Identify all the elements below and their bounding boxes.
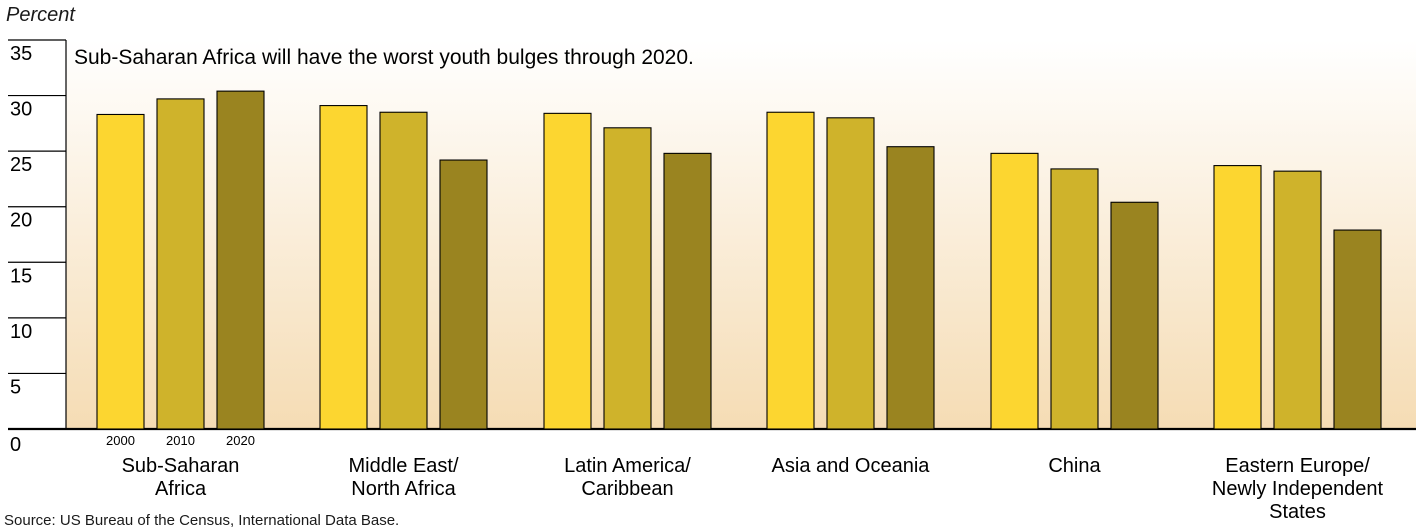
bar-2010-0 bbox=[156, 98, 205, 430]
bar-2000-1 bbox=[319, 105, 368, 430]
category-label: China bbox=[1048, 455, 1101, 477]
y-tick-label: 10 bbox=[10, 321, 32, 343]
category-label: Asia and Oceania bbox=[772, 455, 931, 477]
category-labels: Sub-Saharan Africa Middle East/North Afric… bbox=[122, 455, 1384, 523]
series-label-2010: 2010 bbox=[166, 433, 195, 448]
y-tick-label: 0 bbox=[10, 434, 21, 456]
series-labels: 2000 2010 2020 bbox=[106, 433, 255, 448]
category-label: Middle East/North Africa bbox=[348, 455, 458, 500]
bar-2020-4 bbox=[1110, 201, 1159, 430]
category-label: Latin America/Caribbean bbox=[564, 455, 691, 500]
bar-2010-5 bbox=[1273, 170, 1322, 430]
y-tick-label: 15 bbox=[10, 265, 32, 287]
bar-2020-3 bbox=[886, 146, 935, 430]
bar-2000-2 bbox=[543, 112, 592, 430]
bar-2020-1 bbox=[439, 159, 488, 430]
category-label: Eastern Europe/Newly Independent States bbox=[1212, 455, 1384, 523]
bar-2020-2 bbox=[663, 152, 712, 430]
bar-2000-4 bbox=[990, 152, 1039, 430]
bar-2000-5 bbox=[1213, 165, 1262, 430]
y-axis-label: Percent bbox=[6, 4, 75, 26]
series-label-2000: 2000 bbox=[106, 433, 135, 448]
bar-2010-4 bbox=[1050, 168, 1099, 430]
y-tick-label: 35 bbox=[10, 43, 32, 65]
bar-2000-3 bbox=[766, 111, 815, 430]
y-tick-label: 25 bbox=[10, 154, 32, 176]
bar-2010-2 bbox=[603, 127, 652, 430]
bar-2010-1 bbox=[379, 111, 428, 430]
bar-2020-5 bbox=[1333, 229, 1382, 430]
category-label: Sub-Saharan Africa bbox=[122, 455, 240, 500]
bar-2010-3 bbox=[826, 117, 875, 430]
source-note: Source: US Bureau of the Census, Interna… bbox=[4, 512, 400, 529]
bar-2000-0 bbox=[96, 113, 145, 430]
plot-background bbox=[66, 40, 1416, 429]
y-tick-label: 5 bbox=[10, 376, 21, 398]
series-label-2020: 2020 bbox=[226, 433, 255, 448]
chart-annotation: Sub-Saharan Africa will have the worst y… bbox=[74, 46, 694, 69]
bars bbox=[96, 90, 1382, 430]
y-tick-label: 20 bbox=[10, 210, 32, 232]
bar-2020-0 bbox=[216, 90, 265, 430]
y-tick-label: 30 bbox=[10, 99, 32, 121]
